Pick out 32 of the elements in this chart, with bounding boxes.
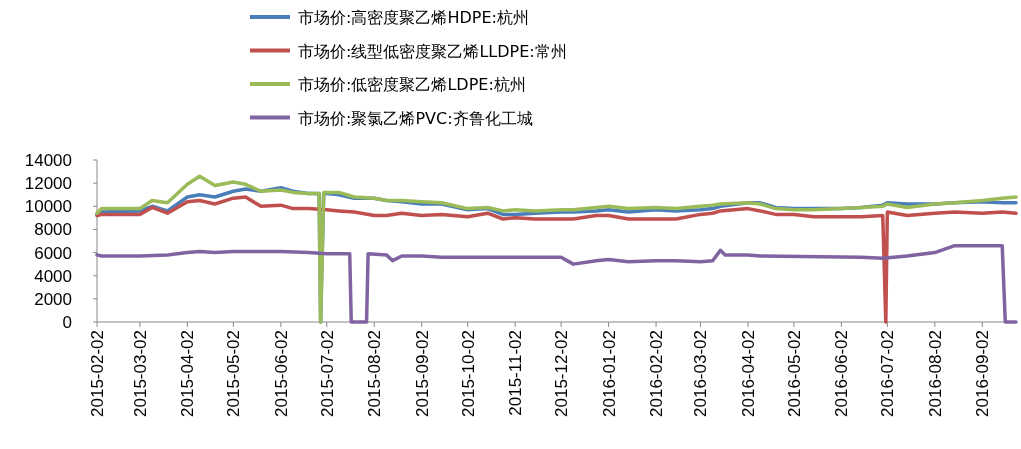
legend-label: 市场价:线型低密度聚乙烯LLDPE:常州 bbox=[298, 41, 567, 61]
y-tick-label: 2000 bbox=[34, 289, 72, 309]
y-tick-label: 14000 bbox=[24, 151, 72, 170]
legend-label: 市场价:聚氯乙烯PVC:齐鲁化工城 bbox=[298, 108, 533, 128]
x-tick-label: 2015-03-02 bbox=[130, 330, 150, 417]
x-tick-label: 2015-05-02 bbox=[224, 330, 244, 417]
x-tick-label: 2015-04-02 bbox=[178, 330, 198, 417]
x-tick-label: 2016-05-02 bbox=[784, 330, 804, 417]
y-tick-label: 8000 bbox=[34, 220, 72, 240]
x-tick-label: 2015-02-02 bbox=[88, 330, 107, 417]
legend-label: 市场价:低密度聚乙烯LDPE:杭州 bbox=[298, 75, 526, 94]
x-tick-label: 2015-06-02 bbox=[271, 330, 291, 417]
x-tick-label: 2015-07-02 bbox=[317, 330, 337, 417]
x-tick-label: 2016-09-02 bbox=[973, 330, 993, 417]
x-tick-label: 2016-01-02 bbox=[599, 330, 619, 417]
legend-label: 市场价:高密度聚乙烯HDPE:杭州 bbox=[298, 8, 529, 27]
y-tick-label: 12000 bbox=[24, 174, 72, 194]
y-tick-label: 0 bbox=[62, 313, 72, 332]
y-tick-label: 6000 bbox=[34, 243, 72, 263]
x-tick-label: 2016-02-02 bbox=[647, 330, 667, 417]
x-tick-label: 2016-08-02 bbox=[925, 330, 945, 417]
x-tick-label: 2016-03-02 bbox=[691, 330, 711, 417]
x-tick-label: 2016-07-02 bbox=[878, 330, 898, 417]
x-tick-label: 2016-04-02 bbox=[738, 330, 758, 417]
x-tick-label: 2015-11-02 bbox=[506, 330, 526, 416]
x-tick-label: 2015-08-02 bbox=[365, 330, 385, 417]
x-tick-label: 2016-06-02 bbox=[832, 330, 852, 417]
x-tick-label: 2015-10-02 bbox=[458, 330, 478, 417]
x-tick-label: 2015-09-02 bbox=[412, 330, 432, 417]
y-tick-label: 10000 bbox=[24, 197, 72, 217]
x-tick-label: 2015-12-02 bbox=[552, 330, 572, 417]
y-tick-label: 4000 bbox=[34, 266, 72, 286]
